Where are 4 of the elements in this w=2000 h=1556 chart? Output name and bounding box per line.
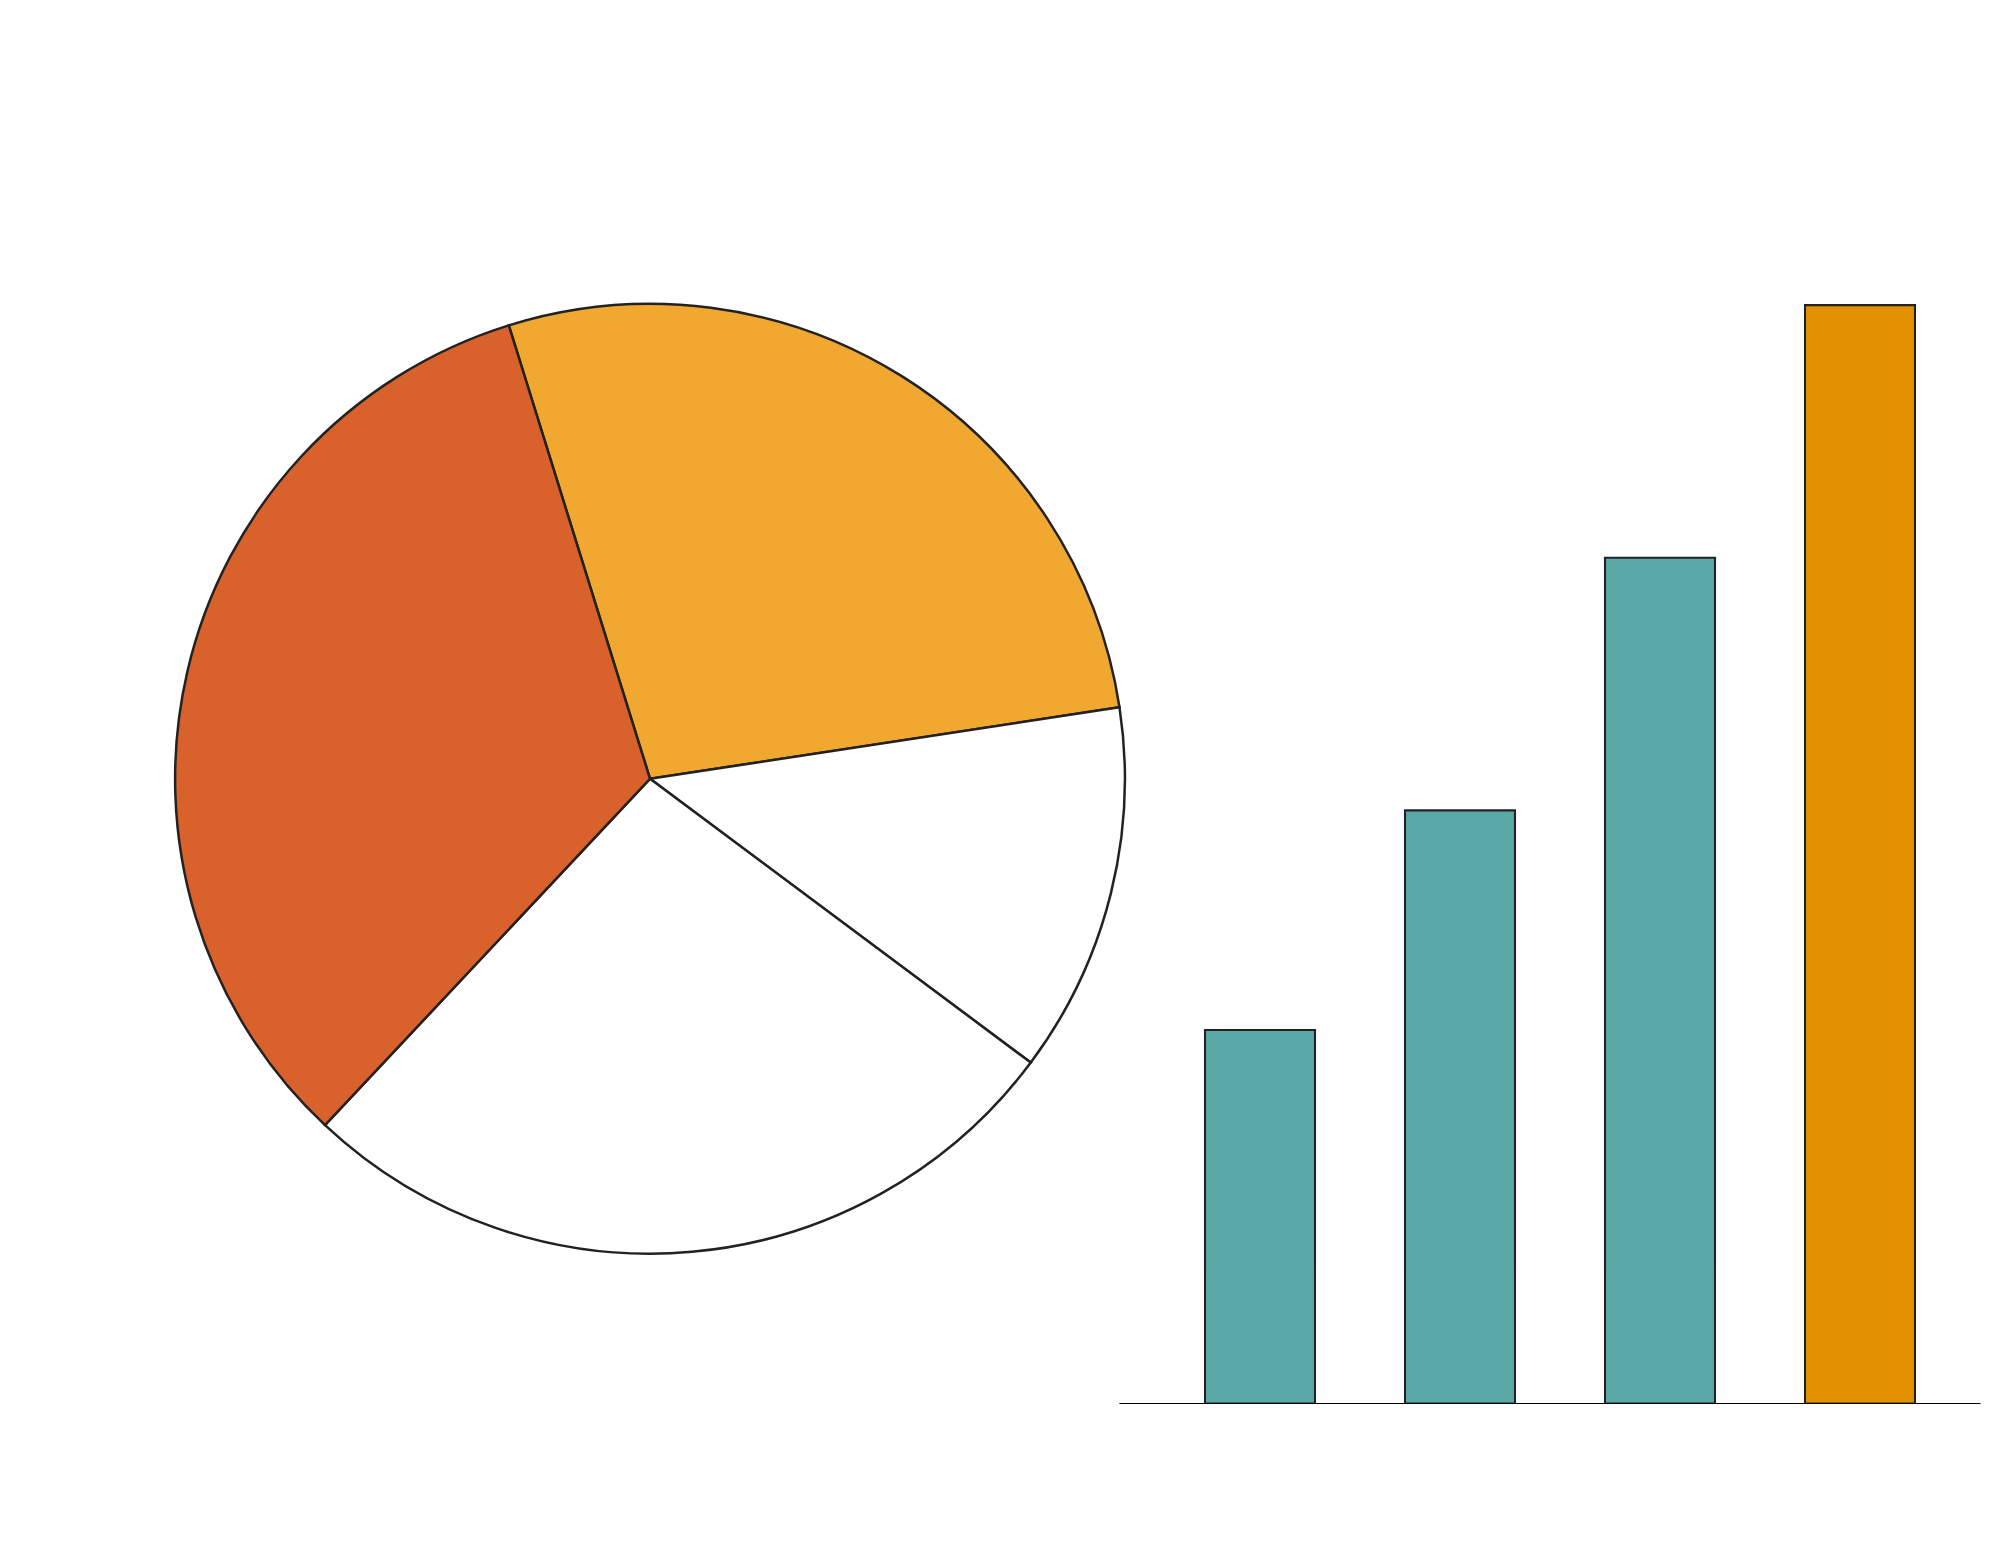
bar (1203, 1029, 1317, 1404)
bar (1403, 809, 1517, 1404)
bar (1803, 304, 1917, 1404)
bar (1603, 556, 1717, 1404)
